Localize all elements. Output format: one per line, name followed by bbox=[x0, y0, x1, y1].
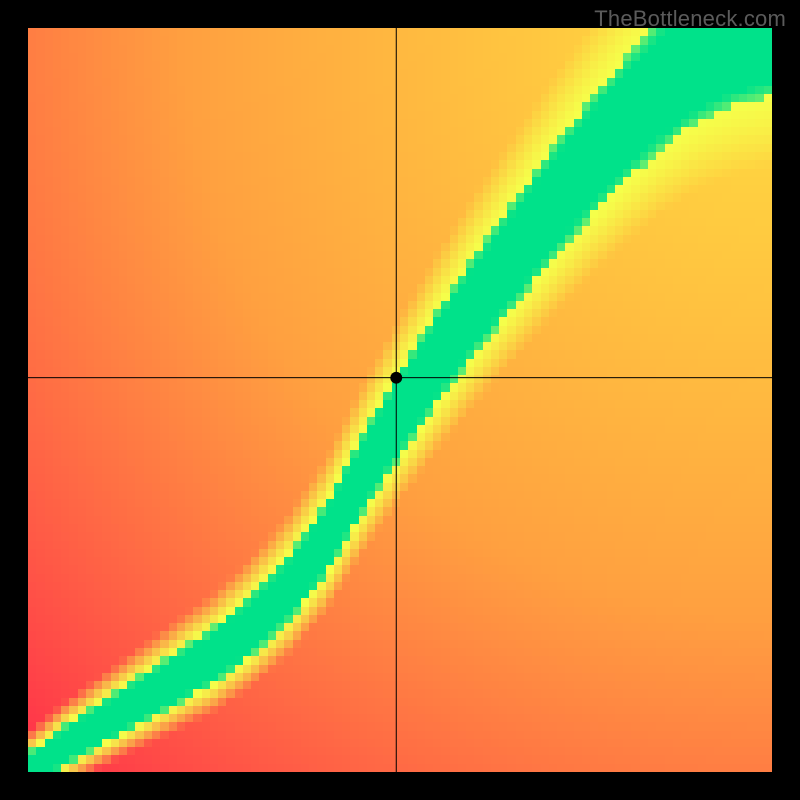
bottleneck-heatmap bbox=[0, 0, 800, 800]
watermark-text: TheBottleneck.com bbox=[594, 6, 786, 32]
